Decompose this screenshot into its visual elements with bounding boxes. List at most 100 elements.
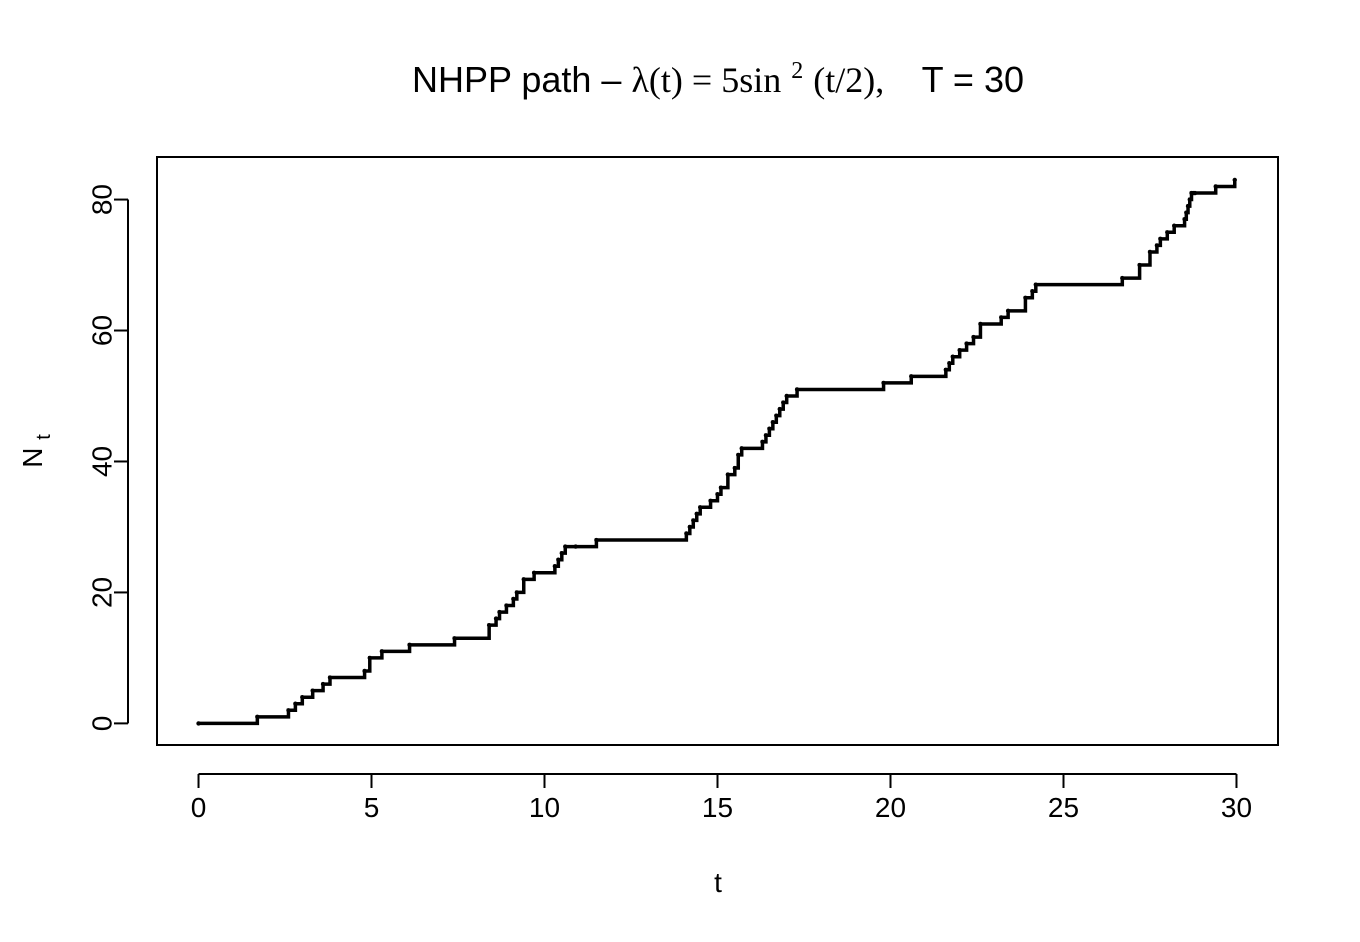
data-point xyxy=(367,655,372,661)
data-point xyxy=(286,708,291,713)
data-point xyxy=(694,511,699,517)
data-point xyxy=(1232,177,1237,183)
data-point xyxy=(559,550,565,556)
data-point xyxy=(556,557,561,562)
data-point xyxy=(881,380,886,386)
x-tick-label: 10 xyxy=(529,792,560,823)
data-point xyxy=(725,472,731,477)
y-tick-label: 0 xyxy=(87,716,118,732)
y-tick-label: 40 xyxy=(87,446,118,477)
data-point xyxy=(1120,275,1125,281)
data-point xyxy=(763,433,769,438)
y-tick-label: 20 xyxy=(87,577,118,608)
data-point xyxy=(573,544,578,549)
data-point xyxy=(715,492,720,497)
data-point xyxy=(1172,223,1177,228)
data-point xyxy=(362,668,367,674)
x-tick-label: 5 xyxy=(364,792,380,823)
data-point xyxy=(531,570,537,575)
data-point xyxy=(770,419,776,425)
series-step-line xyxy=(198,179,1237,726)
data-point xyxy=(493,616,499,621)
data-point xyxy=(760,439,765,445)
data-point xyxy=(999,315,1004,320)
data-point xyxy=(774,413,779,418)
data-point xyxy=(521,577,526,582)
data-point xyxy=(1182,217,1187,222)
y-axis-label: N t xyxy=(17,434,55,468)
data-point xyxy=(486,622,492,628)
data-point xyxy=(777,406,782,412)
data-point xyxy=(971,334,976,340)
data-point xyxy=(1023,295,1028,300)
x-tick-label: 15 xyxy=(702,792,733,823)
data-point xyxy=(1030,289,1035,294)
data-point xyxy=(950,354,955,359)
plot-frame xyxy=(156,156,1279,746)
x-tick-label: 20 xyxy=(875,792,906,823)
data-point xyxy=(767,426,772,431)
data-point xyxy=(947,361,952,366)
data-point xyxy=(563,544,568,549)
data-point xyxy=(964,341,969,346)
data-point xyxy=(504,603,509,608)
title-horizon: T = 30 xyxy=(922,59,1024,100)
data-point xyxy=(514,590,520,595)
data-point xyxy=(732,465,737,471)
data-point xyxy=(310,688,315,693)
y-axis-label-sub: t xyxy=(33,434,55,440)
data-point xyxy=(687,524,693,530)
data-point xyxy=(407,642,412,648)
data-point xyxy=(379,649,385,654)
y-tick-label: 80 xyxy=(87,184,118,215)
data-point xyxy=(1154,243,1160,248)
data-point xyxy=(708,498,713,503)
data-point xyxy=(739,446,744,451)
data-point xyxy=(781,400,786,405)
series-layer xyxy=(196,177,1237,726)
x-axis: 0 5 10 15 20 25 30 xyxy=(191,773,1252,823)
data-point xyxy=(1165,230,1170,235)
data-point xyxy=(594,537,599,543)
data-point xyxy=(957,347,962,353)
title-prefix: NHPP path – xyxy=(412,59,631,100)
data-point xyxy=(1137,262,1142,268)
data-point xyxy=(1192,190,1198,196)
data-point xyxy=(497,609,502,615)
data-point xyxy=(736,452,741,458)
x-tick-label: 25 xyxy=(1048,792,1079,823)
data-point xyxy=(1213,184,1218,189)
y-tick-label: 60 xyxy=(87,315,118,346)
title-exponent: 2 xyxy=(791,58,803,84)
data-point xyxy=(452,636,457,641)
data-point xyxy=(1158,236,1163,242)
x-tick-label: 0 xyxy=(191,792,207,823)
data-point xyxy=(1187,197,1192,202)
data-point xyxy=(909,374,914,379)
data-point xyxy=(300,695,305,700)
data-point xyxy=(978,321,983,327)
data-point xyxy=(1147,249,1153,255)
title-suffix: (t/2), xyxy=(813,60,884,100)
y-axis: 0 20 40 60 80 xyxy=(87,184,129,731)
data-point xyxy=(1184,210,1189,215)
data-point xyxy=(943,367,949,373)
data-point xyxy=(1185,203,1191,209)
data-point xyxy=(552,564,558,569)
data-point xyxy=(691,518,696,523)
data-point xyxy=(1033,282,1039,287)
data-point xyxy=(684,531,689,536)
chart-title: NHPP path – λ(t) = 5sin 2 (t/2), T = 30 xyxy=(412,45,1024,100)
data-point xyxy=(784,393,789,399)
title-lambda: λ(t) = 5sin xyxy=(631,60,781,100)
x-axis-label: t xyxy=(714,867,722,898)
data-point xyxy=(718,485,724,490)
x-tick-label: 30 xyxy=(1221,792,1252,823)
data-point xyxy=(698,505,703,510)
data-point xyxy=(196,721,201,726)
data-point xyxy=(794,387,800,392)
data-point xyxy=(293,701,298,706)
y-axis-label-main: N xyxy=(17,448,48,468)
data-point xyxy=(320,681,326,687)
